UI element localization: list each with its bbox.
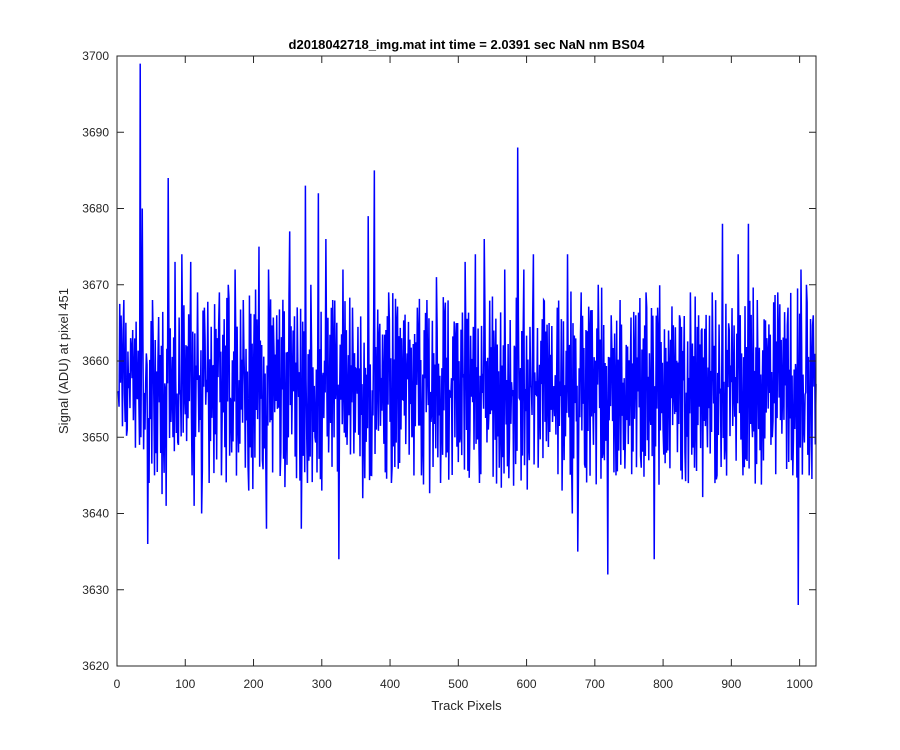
series-line: [117, 63, 817, 606]
y-tick-label: 3660: [82, 354, 109, 368]
x-tick-label: 800: [653, 677, 673, 691]
y-tick-label: 3670: [82, 278, 109, 292]
x-axis-label: Track Pixels: [431, 698, 502, 713]
x-axis-ticks: 0 100 200 300 400 500 600 700 800 900 1000: [114, 56, 813, 691]
y-tick-label: 3650: [82, 430, 109, 444]
y-tick-label: 3620: [82, 659, 109, 673]
y-tick-label: 3630: [82, 583, 109, 597]
y-tick-label: 3700: [82, 49, 109, 63]
x-tick-label: 400: [380, 677, 400, 691]
x-tick-label: 200: [244, 677, 264, 691]
x-tick-label: 900: [721, 677, 741, 691]
y-tick-label: 3640: [82, 507, 109, 521]
x-tick-label: 600: [517, 677, 537, 691]
y-tick-label: 3690: [82, 125, 109, 139]
series-layer: [117, 63, 817, 606]
x-tick-label: 700: [585, 677, 605, 691]
x-tick-label: 0: [114, 677, 121, 691]
y-tick-label: 3680: [82, 202, 109, 216]
y-axis-label: Signal (ADU) at pixel 451: [56, 288, 71, 434]
y-axis-ticks: 3620 3630 3640 3650 3660 3670 3680 3690 3700: [82, 49, 816, 673]
x-tick-label: 300: [312, 677, 332, 691]
chart-title: d2018042718_img.mat int time = 2.0391 se…: [289, 37, 646, 52]
x-tick-label: 100: [175, 677, 195, 691]
axes-box: [116, 55, 817, 667]
x-tick-label: 1000: [786, 677, 813, 691]
x-tick-label: 500: [448, 677, 468, 691]
